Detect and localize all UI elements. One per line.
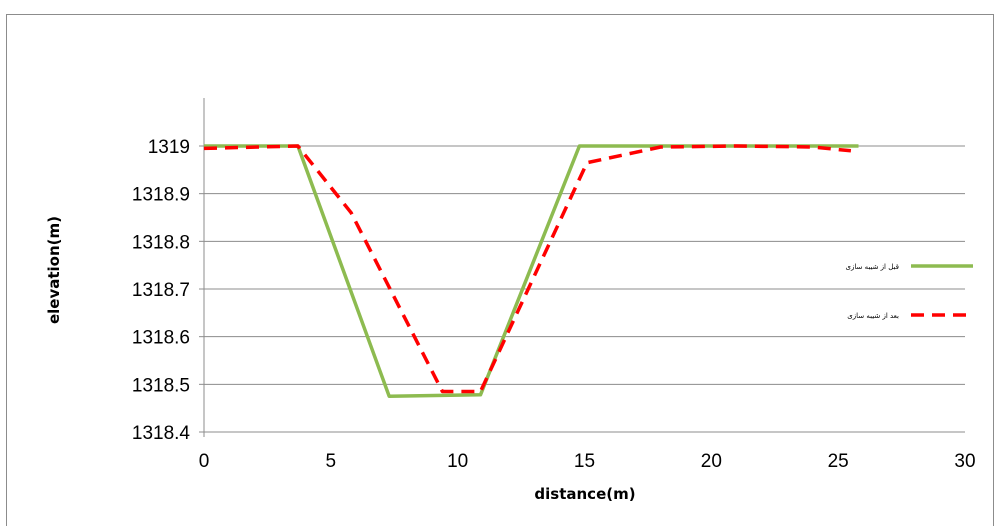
- x-tick-label: 20: [701, 451, 722, 472]
- series-line-1: [204, 144, 859, 399]
- chart-frame: 1318.4 1318.5 1318.6 1318.7 1318.8 1318.9 1319…: [6, 14, 994, 526]
- y-tick-label: 1318.4: [132, 423, 191, 444]
- x-tick-label: 30: [954, 451, 975, 472]
- y-tick-label: 1319: [148, 137, 190, 158]
- x-tick-labels: 0 5 10 15 20 25 30: [199, 451, 976, 472]
- series-line-2: [203, 144, 852, 394]
- y-axis-title: elevation(m): [45, 216, 63, 324]
- legend-label-1: قبل از شیبه سازی: [846, 263, 899, 271]
- series-lines: [203, 144, 859, 399]
- x-tick-label: 10: [447, 451, 468, 472]
- y-tick-labels: 1318.4 1318.5 1318.6 1318.7 1318.8 1318.9 1319: [132, 137, 191, 444]
- legend: قبل از شیبه سازی بعد از شیبه سازی: [846, 263, 973, 320]
- line-chart: 1318.4 1318.5 1318.6 1318.7 1318.8 1318.9 1319…: [45, 98, 976, 503]
- x-tick-label: 15: [574, 451, 595, 472]
- y-tick-label: 1318.5: [132, 375, 190, 396]
- y-tick-label: 1318.9: [132, 185, 190, 206]
- axes: [199, 98, 965, 437]
- x-tick-label: 0: [199, 451, 210, 472]
- legend-label-2: بعد از شیبه سازی: [847, 312, 899, 320]
- x-tick-label: 25: [828, 451, 849, 472]
- x-axis-title: distance(m): [534, 485, 635, 503]
- y-tick-label: 1318.8: [132, 232, 190, 253]
- y-tick-label: 1318.6: [132, 328, 190, 349]
- x-tick-label: 5: [326, 451, 337, 472]
- y-tick-label: 1318.7: [132, 280, 190, 301]
